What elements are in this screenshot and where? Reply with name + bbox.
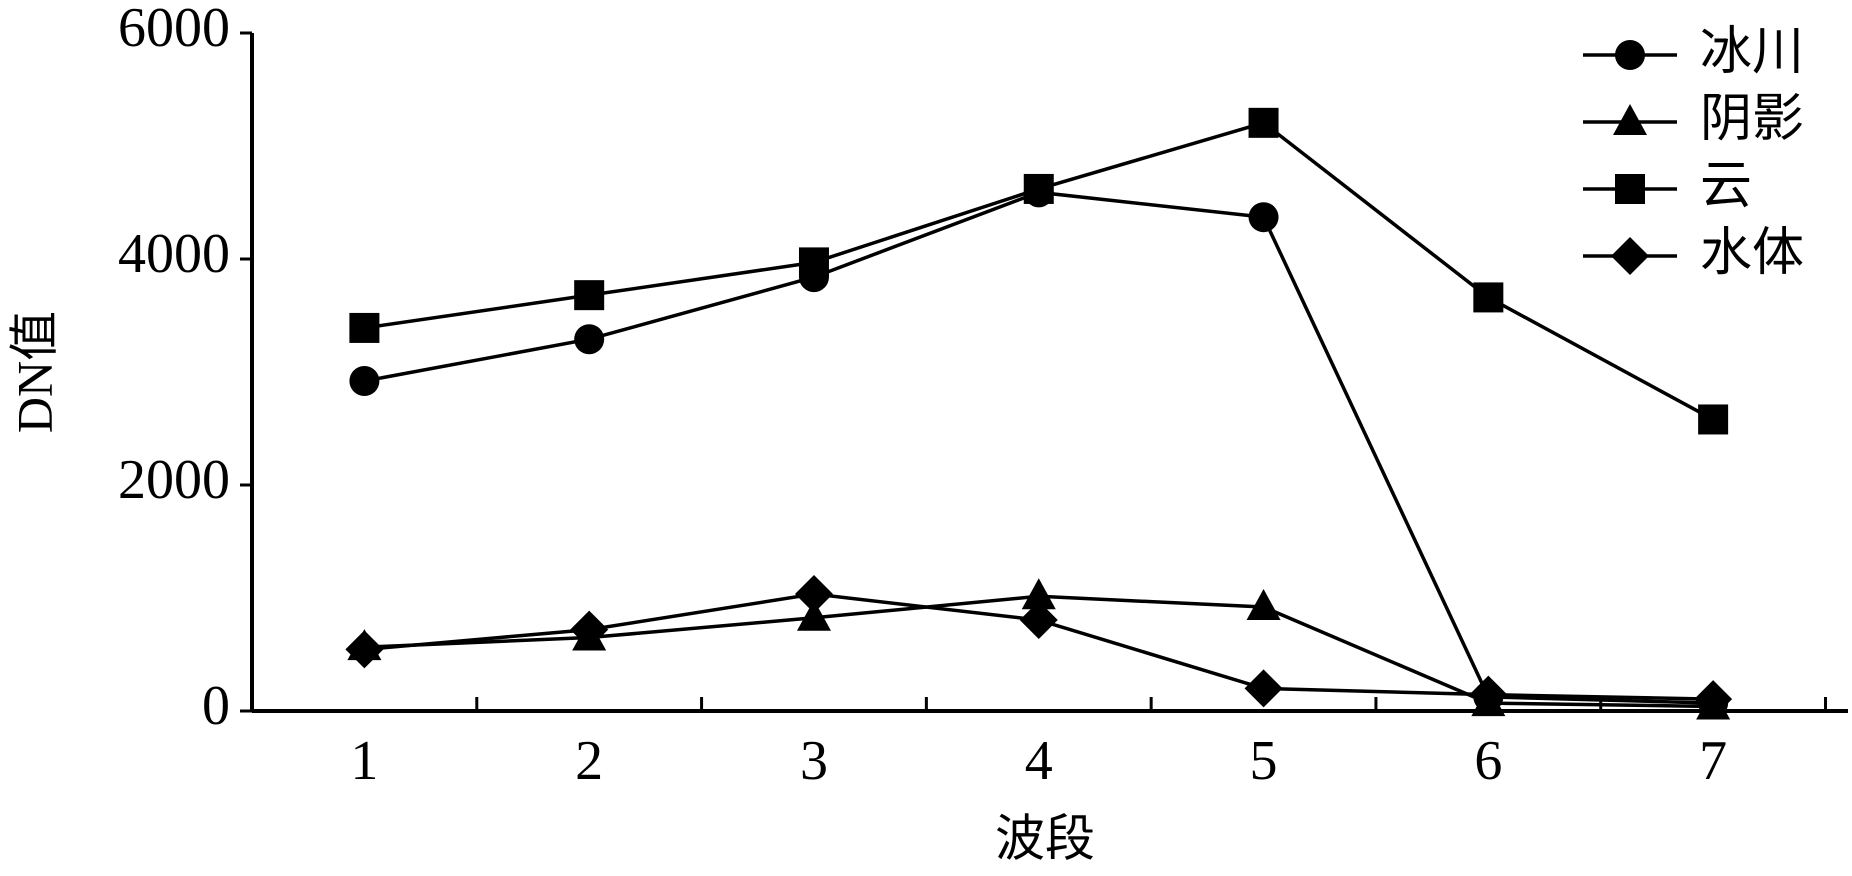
marker bbox=[1021, 578, 1056, 610]
y-axis-label: DN值 bbox=[6, 311, 62, 433]
marker bbox=[349, 312, 380, 343]
marker bbox=[1694, 680, 1733, 719]
marker bbox=[1246, 589, 1281, 621]
series-line bbox=[364, 120, 1714, 421]
x-tick-label: 7 bbox=[1699, 730, 1727, 792]
legend-marker bbox=[1615, 174, 1645, 204]
marker bbox=[574, 324, 605, 355]
x-tick-label: 3 bbox=[800, 730, 828, 792]
marker bbox=[798, 247, 829, 278]
x-tick-label: 1 bbox=[350, 730, 378, 792]
x-axis-label: 波段 bbox=[995, 810, 1095, 868]
marker bbox=[349, 366, 380, 397]
legend-label: 阴影 bbox=[1700, 89, 1804, 149]
marker bbox=[794, 575, 833, 614]
marker bbox=[570, 610, 609, 649]
marker bbox=[1023, 173, 1054, 204]
x-tick-label: 5 bbox=[1250, 730, 1278, 792]
legend-marker bbox=[1613, 104, 1647, 135]
x-tick-label: 2 bbox=[575, 730, 603, 792]
legend-label: 云 bbox=[1700, 156, 1752, 216]
marker bbox=[1698, 404, 1729, 435]
y-tick-label: 6000 bbox=[118, 0, 230, 59]
legend-label: 水体 bbox=[1700, 223, 1804, 283]
y-tick-label: 2000 bbox=[118, 449, 230, 511]
legend-marker bbox=[1611, 237, 1649, 275]
legend-marker bbox=[1615, 40, 1645, 70]
x-tick-label: 6 bbox=[1474, 730, 1502, 792]
y-tick-label: 4000 bbox=[118, 223, 230, 285]
marker bbox=[1473, 282, 1504, 313]
marker bbox=[1469, 675, 1508, 714]
marker bbox=[796, 599, 831, 631]
marker bbox=[1248, 202, 1279, 233]
marker bbox=[1248, 107, 1279, 138]
marker bbox=[1019, 601, 1058, 640]
marker bbox=[345, 630, 384, 669]
legend-label: 冰川 bbox=[1700, 22, 1804, 82]
marker bbox=[574, 280, 605, 311]
y-tick-label: 0 bbox=[202, 675, 230, 737]
x-tick-label: 4 bbox=[1025, 730, 1053, 792]
marker bbox=[1244, 669, 1283, 708]
